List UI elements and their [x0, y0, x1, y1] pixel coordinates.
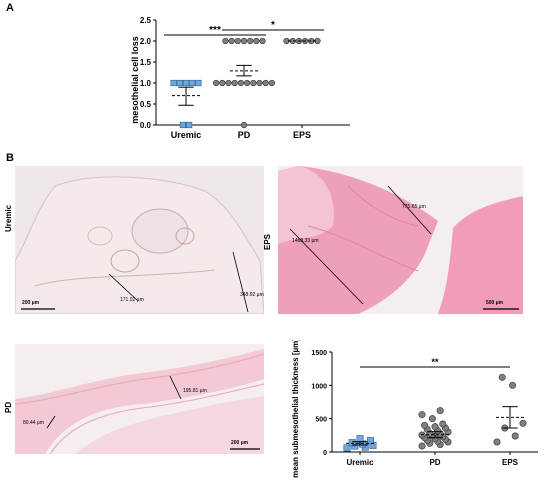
- significance-label: *: [271, 20, 275, 31]
- significance-label: ***: [209, 25, 221, 36]
- y-tick-label: 1.5: [140, 58, 152, 67]
- data-point-circle: [212, 79, 220, 87]
- data-point-circle: [228, 37, 235, 45]
- y-tick-label: 1.0: [140, 79, 152, 88]
- x-tick-label: Uremic: [171, 130, 202, 140]
- measurement-label: 171.02 µm: [120, 297, 144, 303]
- x-tick-label: PD: [429, 458, 440, 467]
- measurement-label: 195.81 µm: [183, 388, 207, 394]
- x-tick-label: PD: [238, 130, 251, 140]
- data-point-square: [176, 79, 183, 87]
- data-point-square: [356, 435, 364, 443]
- data-point-circle: [436, 407, 444, 415]
- scale-bar-label: 200 µm: [22, 300, 40, 306]
- data-point-circle: [418, 411, 426, 419]
- data-point-circle: [247, 37, 254, 45]
- data-point-circle: [519, 419, 527, 427]
- measurement-line: [108, 273, 139, 302]
- data-point-square: [182, 79, 190, 87]
- data-point-circle: [253, 37, 260, 45]
- y-tick-label: 0.5: [140, 100, 152, 109]
- data-point-circle: [234, 37, 241, 45]
- data-point-square: [189, 79, 196, 87]
- data-point-circle: [240, 37, 248, 45]
- submesothelial-thickness-chart: mean submesothelial thickness [µm] 0 500 1…: [291, 340, 538, 478]
- data-point-circle: [225, 79, 232, 87]
- data-point-square: [170, 79, 177, 87]
- data-point-circle: [268, 79, 275, 87]
- data-point-circle: [250, 79, 257, 87]
- data-point-circle: [256, 79, 263, 87]
- measurement-line: [169, 375, 182, 400]
- data-point-circle: [219, 79, 226, 87]
- x-tick-label: Uremic: [346, 458, 374, 467]
- x-tick-label: EPS: [293, 130, 311, 140]
- y-tick-label: 0.0: [140, 121, 152, 130]
- chart-a-ylabel: mesothelial cell loss: [130, 36, 140, 124]
- measurement-line: [46, 415, 56, 429]
- data-point-square: [366, 437, 374, 445]
- y-tick-label: 500: [315, 417, 327, 424]
- data-point-circle: [511, 432, 519, 440]
- data-point-circle: [421, 421, 429, 429]
- eps-side-label: EPS: [263, 233, 272, 250]
- data-point-circle: [498, 373, 506, 381]
- scale-bar-label: 500 µm: [486, 300, 504, 306]
- measurement-label: 348.92 µm: [240, 292, 264, 298]
- y-tick-label: 2.5: [140, 16, 152, 25]
- panel-letter-b: B: [6, 152, 14, 164]
- data-point-circle: [439, 420, 447, 428]
- y-tick-label: 2.0: [140, 37, 152, 46]
- measurement-line: [387, 185, 432, 235]
- measurement-line: [289, 228, 364, 305]
- data-point-circle: [240, 121, 248, 129]
- y-tick-label: 1500: [311, 350, 327, 357]
- measurement-label: 775.65 µm: [402, 204, 426, 210]
- y-tick-label: 1000: [311, 383, 327, 390]
- data-point-square: [343, 444, 351, 452]
- panel-letter-a: A: [6, 2, 14, 14]
- data-point-circle: [493, 438, 501, 446]
- data-point-circle: [237, 79, 244, 87]
- uremic-side-label: Uremic: [4, 204, 13, 232]
- data-point-circle: [431, 423, 439, 431]
- data-point-square: [186, 121, 193, 129]
- significance-label: **: [431, 357, 439, 367]
- scale-bar-label: 200 µm: [231, 440, 249, 446]
- data-point-square: [195, 79, 202, 87]
- mesothelial-loss-chart: mesothelial cell loss 0.0 0.5 1.0 1.5 2.0 2.5…: [130, 16, 350, 140]
- measurement-line: [232, 251, 249, 313]
- measurement-label: 80.44 µm: [23, 420, 44, 426]
- data-point-square: [179, 121, 186, 129]
- measurement-label: 1468.33 µm: [292, 238, 319, 244]
- uremic-micrograph: 171.02 µm 348.92 µm 200 µm: [15, 166, 264, 314]
- y-tick-label: 0: [323, 450, 327, 457]
- chart-b-ylabel: mean submesothelial thickness [µm]: [291, 340, 300, 478]
- x-tick-label: EPS: [502, 458, 519, 467]
- eps-micrograph: 1468.33 µm 775.65 µm 500 µm: [278, 166, 523, 314]
- data-point-circle: [231, 79, 238, 87]
- data-point-circle: [509, 381, 517, 389]
- data-point-circle: [262, 79, 269, 87]
- pd-side-label: PD: [4, 401, 13, 413]
- data-point-circle: [222, 37, 229, 45]
- pd-micrograph: 195.81 µm 80.44 µm 200 µm: [15, 344, 264, 454]
- data-point-circle: [244, 79, 251, 87]
- data-point-square: [348, 439, 356, 447]
- data-point-circle: [259, 37, 266, 45]
- data-point-circle: [428, 415, 436, 423]
- data-point-circle: [418, 442, 426, 450]
